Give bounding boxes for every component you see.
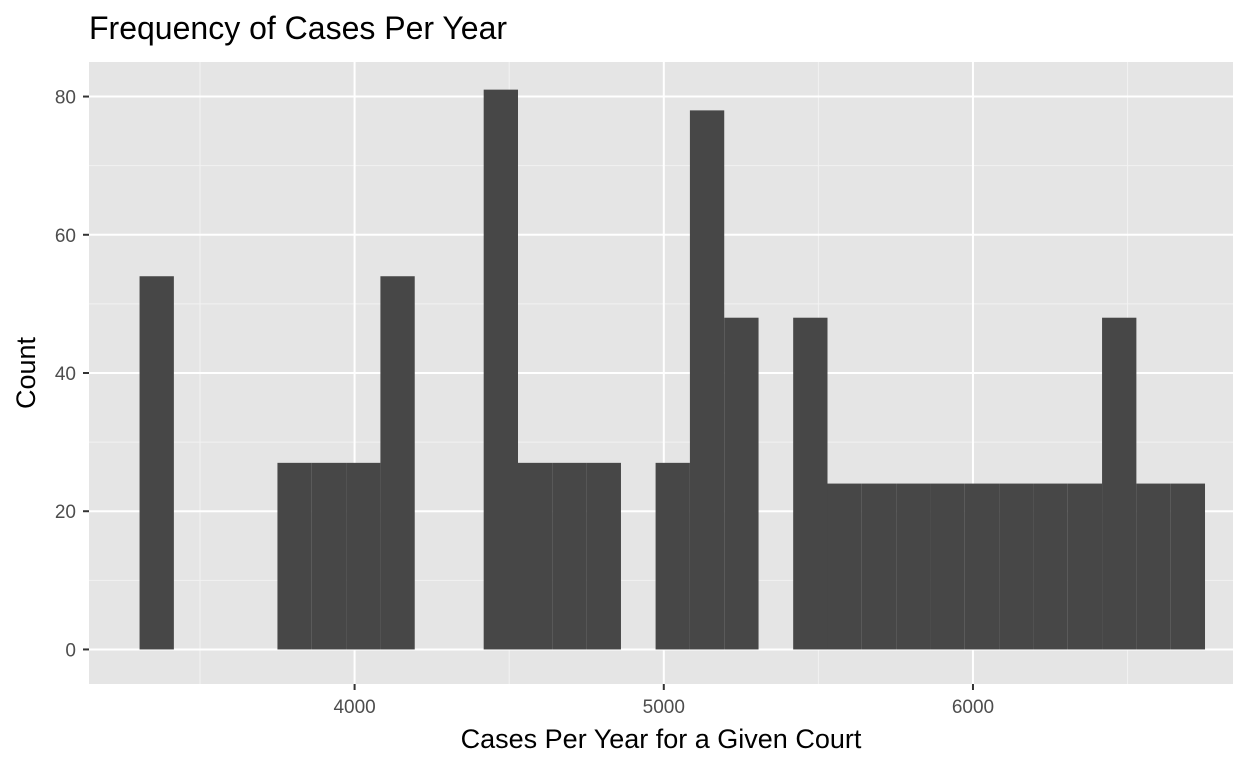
- histogram-bar: [964, 483, 1000, 650]
- histogram-bar: [861, 483, 897, 650]
- y-tick-label: 40: [55, 364, 76, 385]
- histogram-bar: [277, 462, 312, 650]
- y-axis-title: Count: [11, 336, 41, 409]
- y-tick-label: 0: [65, 640, 76, 661]
- histogram-bar: [586, 462, 621, 650]
- histogram-bar: [1136, 483, 1171, 650]
- x-tick-label: 6000: [952, 697, 994, 718]
- x-tick-label: 5000: [643, 697, 685, 718]
- histogram-bar: [139, 276, 174, 650]
- histogram-bar: [724, 317, 759, 650]
- histogram-bar: [380, 276, 415, 650]
- histogram-bar: [827, 483, 862, 650]
- histogram-bar: [1102, 317, 1137, 650]
- axes: 4000 5000 6000 0 20 40 60 80: [55, 88, 994, 718]
- histogram-bar: [655, 462, 690, 650]
- histogram-bar: [1033, 483, 1068, 650]
- histogram-bar: [311, 462, 347, 650]
- histogram-bar: [1170, 483, 1206, 650]
- chart-title: Frequency of Cases Per Year: [89, 10, 507, 46]
- histogram-bar: [793, 317, 828, 650]
- y-tick-label: 20: [55, 502, 76, 523]
- histogram-bar: [483, 89, 518, 650]
- histogram-bar: [552, 462, 587, 650]
- x-axis-title: Cases Per Year for a Given Court: [461, 724, 862, 754]
- histogram-bar: [930, 483, 965, 650]
- y-tick-label: 60: [55, 226, 76, 247]
- y-tick-label: 80: [55, 88, 76, 109]
- x-tick-label: 4000: [333, 697, 375, 718]
- histogram-bar: [896, 483, 931, 650]
- histogram-bar: [1067, 483, 1103, 650]
- histogram-bars: [139, 89, 1206, 650]
- histogram-bar: [518, 462, 553, 650]
- histogram-bar: [999, 483, 1034, 650]
- histogram-bar: [346, 462, 381, 650]
- histogram-bar: [689, 110, 725, 650]
